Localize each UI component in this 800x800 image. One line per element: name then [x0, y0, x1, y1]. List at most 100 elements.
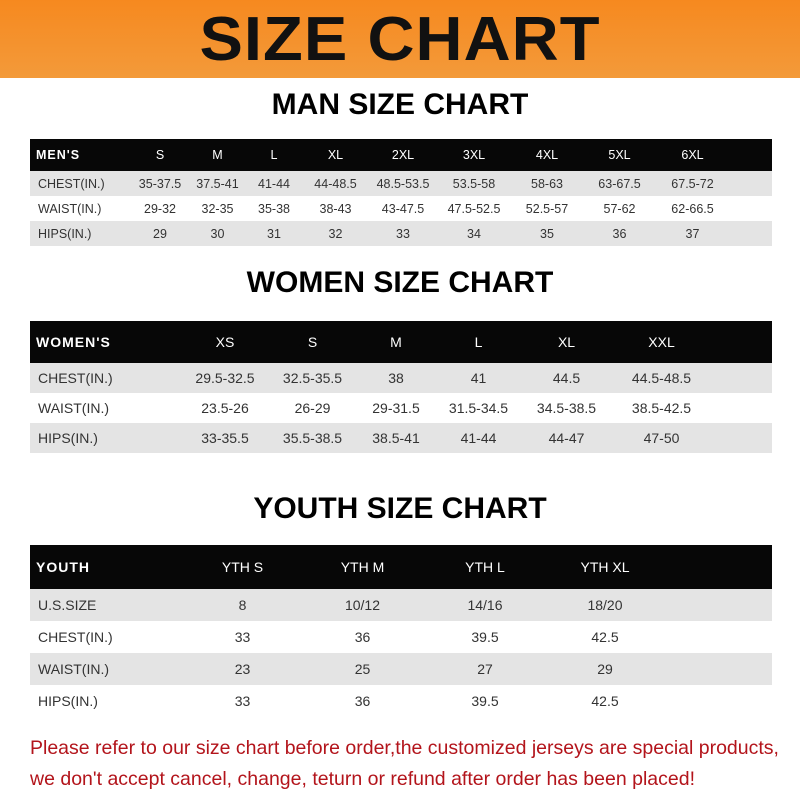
- size-cell: 47-50: [613, 423, 710, 453]
- size-cell: 63-67.5: [584, 171, 655, 196]
- size-cell: XL: [303, 139, 368, 171]
- size-cell: 27: [425, 653, 545, 685]
- table-row: CHEST(IN.) 35-37.5 37.5-41 41-44 44-48.5 48.5…: [30, 171, 772, 196]
- size-cell: 33: [185, 621, 300, 653]
- men-size-table: MEN'S S M L XL 2XL 3XL 4XL 5XL 6XL CHEST(IN.) 35-37…: [30, 139, 772, 246]
- size-cell: 2XL: [368, 139, 438, 171]
- size-cell: XL: [520, 321, 613, 363]
- size-cell: 57-62: [584, 196, 655, 221]
- size-cell: S: [130, 139, 190, 171]
- header-row: WOMEN'S XS S M L XL XXL: [30, 321, 772, 363]
- size-cell: 44.5: [520, 363, 613, 393]
- size-cell: 3XL: [438, 139, 510, 171]
- header-row: YOUTH YTH S YTH M YTH L YTH XL: [30, 545, 772, 589]
- size-cell: 48.5-53.5: [368, 171, 438, 196]
- size-cell: 30: [190, 221, 245, 246]
- size-cell: 18/20: [545, 589, 665, 621]
- size-cell: 35-37.5: [130, 171, 190, 196]
- table-row: HIPS(IN.) 29 30 31 32 33 34 35 36 37: [30, 221, 772, 246]
- size-cell: 35-38: [245, 196, 303, 221]
- size-cell: 35.5-38.5: [270, 423, 355, 453]
- size-cell: 4XL: [510, 139, 584, 171]
- row-label: MEN'S: [30, 139, 130, 171]
- size-cell: 38.5-42.5: [613, 393, 710, 423]
- size-cell: 29.5-32.5: [180, 363, 270, 393]
- men-title: MAN SIZE CHART: [271, 88, 529, 121]
- size-cell: M: [355, 321, 437, 363]
- spacer-cell: [665, 589, 772, 621]
- size-cell: 44-47: [520, 423, 613, 453]
- spacer-cell: [710, 393, 772, 423]
- size-cell: 53.5-58: [438, 171, 510, 196]
- row-label: U.S.SIZE: [30, 589, 185, 621]
- size-cell: 44.5-48.5: [613, 363, 710, 393]
- size-cell: 35: [510, 221, 584, 246]
- size-cell: 42.5: [545, 685, 665, 717]
- youth-title: YOUTH SIZE CHART: [253, 492, 547, 525]
- row-label: WAIST(IN.): [30, 393, 180, 423]
- row-label: WAIST(IN.): [30, 196, 130, 221]
- title-banner: SIZE CHART: [0, 0, 800, 78]
- page-title: SIZE CHART: [199, 4, 601, 74]
- table-row: WAIST(IN.) 23.5-26 26-29 29-31.5 31.5-34.5 34…: [30, 393, 772, 423]
- size-cell: 39.5: [425, 621, 545, 653]
- row-label: HIPS(IN.): [30, 221, 130, 246]
- table-row: CHEST(IN.) 33 36 39.5 42.5: [30, 621, 772, 653]
- order-notice: Please refer to our size chart before or…: [30, 733, 790, 795]
- size-cell: 31.5-34.5: [437, 393, 520, 423]
- size-cell: 47.5-52.5: [438, 196, 510, 221]
- size-cell: 23: [185, 653, 300, 685]
- spacer-cell: [710, 321, 772, 363]
- table-row: U.S.SIZE 8 10/12 14/16 18/20: [30, 589, 772, 621]
- header-row: MEN'S S M L XL 2XL 3XL 4XL 5XL 6XL: [30, 139, 772, 171]
- size-cell: 67.5-72: [655, 171, 730, 196]
- size-cell: 44-48.5: [303, 171, 368, 196]
- spacer-cell: [665, 685, 772, 717]
- size-cell: YTH M: [300, 545, 425, 589]
- size-cell: 37.5-41: [190, 171, 245, 196]
- size-cell: 23.5-26: [180, 393, 270, 423]
- size-cell: 10/12: [300, 589, 425, 621]
- size-cell: 32.5-35.5: [270, 363, 355, 393]
- size-cell: 25: [300, 653, 425, 685]
- size-cell: S: [270, 321, 355, 363]
- size-cell: 37: [655, 221, 730, 246]
- table-row: CHEST(IN.) 29.5-32.5 32.5-35.5 38 41 44.5 44.5…: [30, 363, 772, 393]
- row-label: YOUTH: [30, 545, 185, 589]
- notice-line: we don't accept cancel, change, teturn o…: [30, 768, 695, 790]
- spacer-cell: [710, 363, 772, 393]
- size-cell: 29: [545, 653, 665, 685]
- size-cell: 39.5: [425, 685, 545, 717]
- spacer-cell: [665, 621, 772, 653]
- women-title: WOMEN SIZE CHART: [246, 266, 554, 299]
- size-cell: YTH L: [425, 545, 545, 589]
- size-cell: 58-63: [510, 171, 584, 196]
- row-label: HIPS(IN.): [30, 423, 180, 453]
- size-cell: 8: [185, 589, 300, 621]
- spacer-cell: [730, 196, 772, 221]
- size-cell: 34.5-38.5: [520, 393, 613, 423]
- table-row: HIPS(IN.) 33-35.5 35.5-38.5 38.5-41 41-44 44-…: [30, 423, 772, 453]
- row-label: WAIST(IN.): [30, 653, 185, 685]
- size-cell: 42.5: [545, 621, 665, 653]
- size-cell: 41-44: [245, 171, 303, 196]
- notice-line: Please refer to our size chart before or…: [30, 737, 779, 759]
- row-label: WOMEN'S: [30, 321, 180, 363]
- spacer-cell: [730, 171, 772, 196]
- size-cell: 34: [438, 221, 510, 246]
- size-cell: 41: [437, 363, 520, 393]
- size-cell: 6XL: [655, 139, 730, 171]
- size-cell: 33-35.5: [180, 423, 270, 453]
- size-cell: XXL: [613, 321, 710, 363]
- size-cell: 43-47.5: [368, 196, 438, 221]
- table-row: HIPS(IN.) 33 36 39.5 42.5: [30, 685, 772, 717]
- size-cell: 29-32: [130, 196, 190, 221]
- table-row: WAIST(IN.) 29-32 32-35 35-38 38-43 43-47.5 47.…: [30, 196, 772, 221]
- size-cell: 32: [303, 221, 368, 246]
- women-size-table: WOMEN'S XS S M L XL XXL CHEST(IN.) 29.5-32.5 32.5…: [30, 321, 772, 453]
- size-cell: 41-44: [437, 423, 520, 453]
- spacer-cell: [730, 221, 772, 246]
- spacer-cell: [665, 653, 772, 685]
- size-cell: 26-29: [270, 393, 355, 423]
- size-cell: L: [437, 321, 520, 363]
